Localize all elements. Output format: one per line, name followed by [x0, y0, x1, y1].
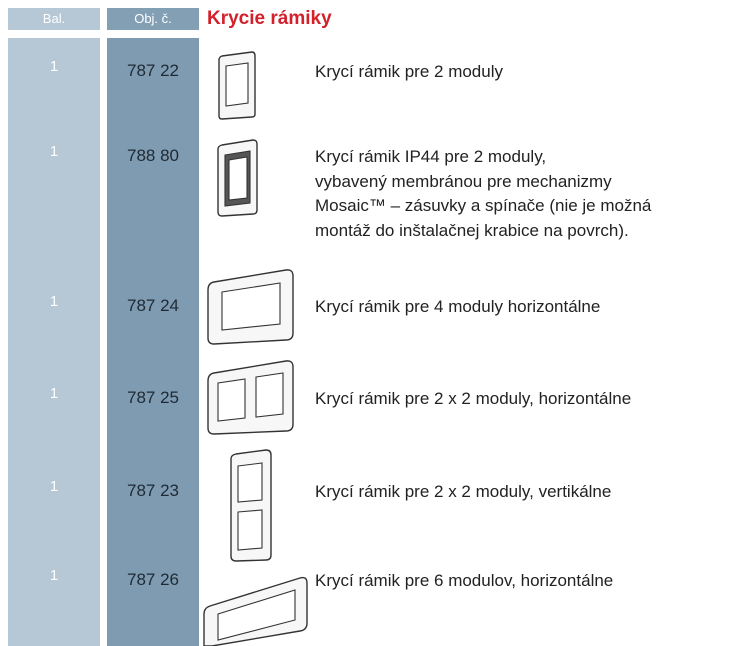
- icon-frame-2x2h: [208, 361, 293, 434]
- icon-frame-2: [219, 52, 255, 119]
- product-icons: [0, 0, 736, 646]
- icon-frame-6h: [204, 578, 307, 646]
- icon-frame-ip44: [218, 140, 257, 216]
- icon-frame-2x2v: [231, 450, 271, 561]
- icon-frame-4h: [208, 270, 293, 344]
- page: Bal. Obj. č. Krycie rámiky 1 787 22 Kryc…: [0, 0, 736, 646]
